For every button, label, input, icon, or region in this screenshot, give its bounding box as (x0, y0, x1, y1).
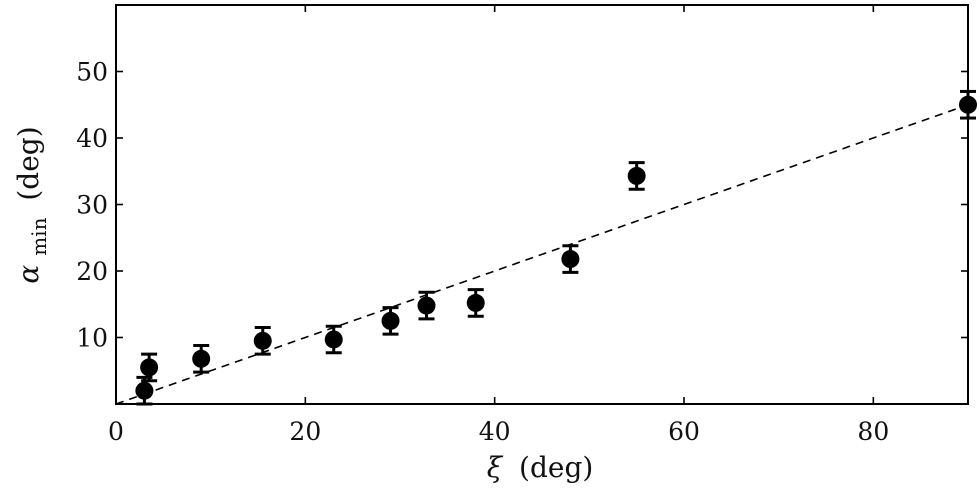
data-point (135, 381, 154, 400)
x-tick-label: 60 (668, 417, 700, 446)
data-point (140, 358, 159, 377)
y-tick-label: 10 (76, 324, 108, 353)
data-point (466, 293, 485, 312)
y-axis-ticks: 10 20 30 40 50 (76, 58, 968, 353)
x-axis-label-unit: (deg) (519, 451, 593, 484)
data-point-group (192, 343, 211, 374)
x-axis-ticks: 0 20 40 60 80 (108, 5, 889, 446)
y-axis-label-symbol: α (12, 265, 45, 284)
y-tick-label: 30 (76, 191, 108, 220)
data-point (192, 349, 211, 368)
data-point (381, 311, 400, 330)
y-tick-label: 50 (76, 58, 108, 87)
data-point (627, 166, 646, 185)
y-tick-label: 20 (76, 257, 108, 286)
x-tick-label: 80 (857, 417, 889, 446)
y-tick-label: 40 (76, 124, 108, 153)
data-point-group (140, 352, 159, 383)
data-point-group (417, 290, 436, 321)
fit-line (115, 103, 969, 405)
y-axis-label: α min (deg) (12, 126, 53, 283)
data-point-group (466, 288, 485, 318)
x-axis-label-symbol: ξ (487, 451, 504, 484)
x-tick-label: 20 (289, 417, 321, 446)
x-tick-label: 40 (479, 417, 511, 446)
y-axis-label-subscript: min (27, 217, 51, 255)
fit-line-layer (115, 103, 969, 405)
y-axis-label-unit: (deg) (12, 126, 45, 200)
x-tick-label: 0 (108, 417, 124, 446)
data-point (253, 331, 272, 350)
data-point-group (627, 161, 646, 191)
data-point (417, 296, 436, 315)
data-point-group (324, 324, 343, 355)
data-points-layer (135, 89, 977, 406)
x-axis-label: ξ (deg) (487, 451, 594, 484)
data-point (324, 330, 343, 349)
data-point (561, 250, 580, 269)
data-point-group (253, 326, 272, 356)
data-point-group (381, 306, 400, 336)
data-point-group (561, 244, 580, 274)
